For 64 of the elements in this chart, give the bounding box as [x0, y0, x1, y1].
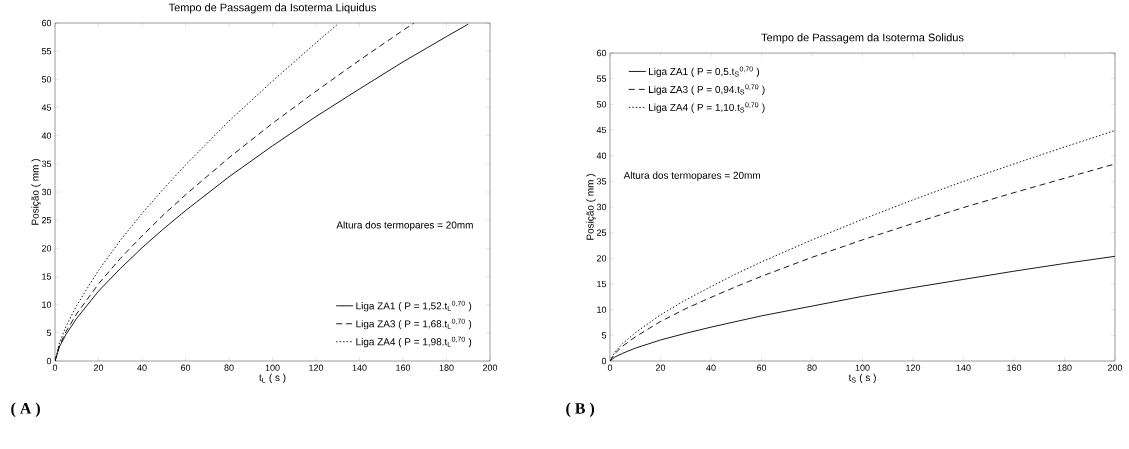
x-tick-label: 100: [855, 364, 870, 371]
y-tick-label: 10: [42, 301, 52, 308]
x-tick-label: 160: [396, 364, 411, 371]
y-tick-label: 50: [41, 76, 52, 83]
y-tick-label: 20: [596, 255, 607, 262]
x-tick-label: 60: [180, 364, 191, 371]
chart-title: Tempo de Passagem da Isoterma Solidus: [761, 33, 964, 44]
y-tick-label: 10: [597, 306, 607, 313]
y-tick-label: 25: [41, 217, 52, 224]
x-tick-label: 180: [439, 364, 454, 371]
x-tick-label: 180: [1057, 364, 1072, 371]
y-tick-label: 50: [596, 101, 607, 108]
y-tick-label: 30: [596, 203, 607, 211]
x-tick-label: 200: [482, 364, 498, 371]
text: ( A ): [11, 402, 40, 417]
x-tick-label: 80: [224, 364, 234, 371]
x-tick-label: 100: [265, 364, 280, 371]
y-tick-label: 20: [41, 245, 52, 252]
x-tick-label: 200: [1107, 364, 1123, 371]
y-tick-label: 45: [596, 126, 607, 134]
y-tick-label: 40: [41, 132, 52, 139]
y-tick-label: 30: [41, 188, 52, 196]
x-tick-label: 140: [956, 364, 971, 371]
y-tick-label: 55: [596, 75, 607, 82]
y-tick-label: 40: [596, 152, 607, 159]
x-tick-label: 0: [607, 364, 613, 371]
x-tick-label: 120: [906, 364, 921, 371]
y-tick-label: 60: [41, 19, 52, 27]
y-tick-label: 25: [596, 229, 607, 236]
annotation: Altura dos termopares = 20mm: [623, 171, 760, 181]
x-tick-label: 80: [807, 364, 817, 371]
y-tick-label: 15: [597, 280, 607, 288]
y-axis-title: Posição ( mm ): [31, 159, 41, 225]
x-tick-label: 40: [137, 364, 147, 371]
y-tick-label: 0: [46, 357, 52, 365]
y-tick-label: 35: [41, 160, 52, 168]
x-tick-label: 0: [52, 364, 58, 371]
legend-label: Liga ZA3 ( P = 0,94.t$_{S}$$^{0,70}$ ): [649, 84, 765, 95]
y-tick-label: 5: [601, 332, 607, 339]
x-tick-label: 60: [756, 364, 767, 371]
legend-label: Liga ZA1 ( P = 0,5.t$_{S}$$^{0,70}$ ): [649, 66, 760, 77]
text: ( B ): [566, 402, 595, 417]
x-axis-title: t$_{L}$ ( s ): [259, 373, 286, 384]
annotation: Altura dos termopares = 20mm: [336, 221, 473, 231]
y-tick-label: 60: [596, 49, 607, 57]
x-tick-label: 20: [655, 364, 666, 371]
y-tick-label: 55: [41, 48, 52, 55]
legend-label: Liga ZA3 ( P = 1,68.t$_{L}$$^{0,70}$ ): [356, 318, 472, 330]
y-axis-title: Posição ( mm ): [586, 174, 596, 240]
y-tick-label: 45: [41, 104, 52, 111]
y-tick-label: 5: [46, 329, 52, 336]
x-tick-label: 20: [93, 364, 104, 371]
x-tick-label: 160: [1007, 364, 1022, 371]
x-tick-label: 120: [309, 364, 324, 371]
legend-label: Liga ZA1 ( P = 1,52.t$_{L}$$^{0,70}$ ): [356, 300, 472, 312]
y-tick-label: 35: [596, 178, 607, 185]
legend-label: Liga ZA4 ( P = 1,10.t$_{S}$$^{0,70}$ ): [649, 102, 765, 113]
x-tick-label: 140: [352, 364, 367, 371]
chart-title: Tempo de Passagem da Isoterma Liquidus: [168, 3, 376, 14]
y-tick-label: 0: [601, 357, 607, 365]
legend-label: Liga ZA4 ( P = 1,98.t$_{L}$$^{0,70}$ ): [356, 336, 472, 348]
y-tick-label: 15: [42, 273, 52, 280]
x-tick-label: 40: [706, 364, 716, 371]
x-axis-title: t$_{S}$ ( s ): [848, 373, 876, 384]
